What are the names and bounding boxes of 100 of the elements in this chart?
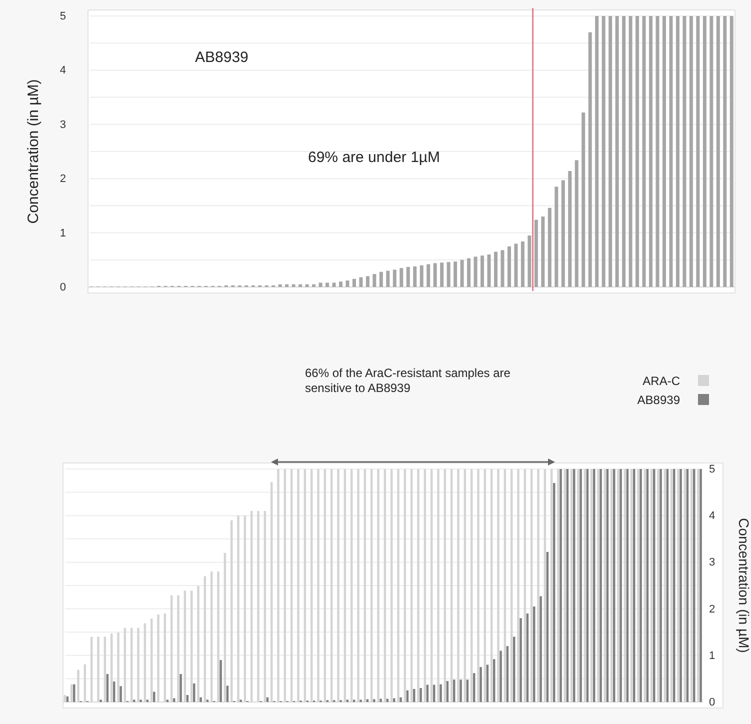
bar bbox=[686, 469, 689, 702]
bar bbox=[446, 681, 449, 702]
bar bbox=[702, 16, 706, 287]
bar bbox=[426, 264, 430, 287]
y2-tick-label: 5 bbox=[709, 464, 716, 476]
y2-tick-label: 1 bbox=[709, 650, 716, 662]
bar bbox=[486, 664, 489, 702]
bar bbox=[332, 282, 336, 287]
bar bbox=[574, 160, 578, 287]
bar bbox=[373, 699, 376, 702]
bar bbox=[660, 469, 662, 702]
bar bbox=[460, 260, 464, 287]
bar bbox=[566, 469, 569, 702]
bar bbox=[676, 16, 680, 287]
bar bbox=[305, 284, 309, 287]
y-tick-label: 2 bbox=[60, 173, 66, 186]
bar bbox=[588, 32, 592, 287]
bar bbox=[662, 16, 666, 287]
bar bbox=[653, 469, 656, 702]
bar bbox=[546, 552, 549, 702]
bar bbox=[608, 16, 612, 287]
bar bbox=[696, 16, 700, 287]
bar bbox=[693, 469, 696, 702]
bar bbox=[673, 469, 676, 702]
bar bbox=[656, 16, 660, 287]
bar bbox=[460, 680, 462, 702]
bar bbox=[487, 254, 491, 287]
bar bbox=[285, 284, 289, 287]
bar bbox=[292, 284, 296, 287]
bar bbox=[440, 262, 444, 287]
bar bbox=[620, 469, 622, 702]
bar bbox=[386, 698, 389, 702]
bar bbox=[640, 469, 642, 702]
bar bbox=[633, 469, 636, 702]
bar bbox=[600, 469, 602, 702]
bar bbox=[528, 236, 532, 287]
bar bbox=[413, 266, 417, 287]
bar bbox=[507, 246, 511, 287]
bar bbox=[669, 16, 673, 287]
bar bbox=[113, 681, 116, 702]
bar bbox=[366, 276, 370, 287]
bar bbox=[454, 262, 458, 287]
legend-label: ARA-C bbox=[642, 374, 680, 388]
bar bbox=[480, 667, 482, 702]
bar bbox=[730, 16, 734, 287]
bar bbox=[622, 16, 626, 287]
bar bbox=[359, 277, 363, 287]
bar bbox=[180, 674, 182, 702]
y-tick-label: 5 bbox=[60, 10, 66, 23]
bar bbox=[420, 265, 424, 287]
bar bbox=[514, 244, 518, 287]
bar bbox=[682, 16, 686, 287]
bar bbox=[613, 469, 616, 702]
bar bbox=[440, 684, 442, 702]
bar bbox=[561, 180, 565, 287]
legend-label: AB8939 bbox=[637, 393, 680, 407]
bar bbox=[326, 282, 330, 287]
bar bbox=[680, 469, 682, 702]
bar bbox=[568, 171, 572, 287]
bar bbox=[500, 250, 504, 287]
bar bbox=[628, 16, 632, 287]
bar bbox=[541, 216, 545, 287]
bar bbox=[554, 186, 558, 287]
bar bbox=[520, 618, 522, 702]
bar bbox=[548, 208, 552, 287]
bar bbox=[540, 596, 542, 702]
y-tick-label: 1 bbox=[60, 227, 66, 240]
bar bbox=[474, 256, 478, 287]
bar bbox=[153, 692, 156, 702]
bar bbox=[186, 695, 189, 702]
annotation: 69% are under 1µM bbox=[308, 149, 440, 166]
bar bbox=[433, 263, 437, 287]
bar bbox=[226, 686, 229, 702]
bar bbox=[352, 278, 356, 287]
bar bbox=[586, 469, 589, 702]
bar bbox=[533, 606, 536, 702]
bar bbox=[593, 469, 596, 702]
bar bbox=[494, 252, 498, 287]
bar bbox=[560, 469, 562, 702]
bar bbox=[338, 282, 342, 287]
y-tick-label: 0 bbox=[60, 282, 66, 294]
bar bbox=[380, 698, 382, 702]
y-tick-label: 3 bbox=[60, 118, 66, 131]
y2-axis-title: Concentration (in µM) bbox=[736, 518, 751, 653]
y2-tick-label: 3 bbox=[709, 556, 716, 569]
bar bbox=[466, 680, 469, 702]
bar bbox=[582, 112, 586, 287]
bar bbox=[120, 686, 122, 702]
bar bbox=[602, 16, 606, 287]
bar bbox=[453, 680, 456, 702]
bar bbox=[506, 646, 509, 702]
bar bbox=[346, 280, 350, 287]
annotation: AB8939 bbox=[195, 49, 248, 66]
bar bbox=[626, 469, 629, 702]
bar bbox=[493, 659, 496, 702]
bar bbox=[106, 674, 109, 702]
bar bbox=[615, 16, 619, 287]
bar bbox=[467, 258, 471, 287]
bar bbox=[580, 469, 582, 702]
bar bbox=[666, 469, 669, 702]
